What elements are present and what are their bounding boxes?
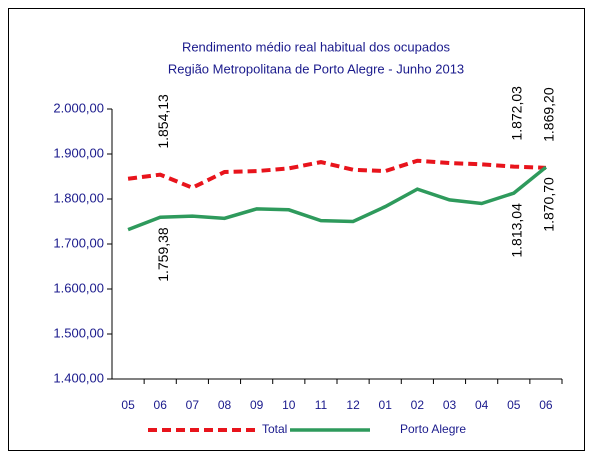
value-label: 1.870,70 (541, 177, 557, 232)
x-tick-label: 12 (346, 398, 360, 412)
y-tick-label: 1.700,00 (53, 235, 104, 250)
value-label: 1.869,20 (541, 87, 557, 142)
value-label: 1.759,38 (155, 227, 171, 282)
legend-label: Porto Alegre (400, 422, 466, 436)
value-label: 1.854,13 (155, 94, 171, 149)
value-label: 1.813,04 (508, 203, 524, 258)
x-tick-label: 01 (379, 398, 393, 412)
y-tick-label: 1.400,00 (53, 370, 104, 385)
y-tick-label: 1.900,00 (53, 145, 104, 160)
x-tick-label: 07 (186, 398, 200, 412)
legend-label: Total (262, 422, 287, 436)
x-tick-label: 09 (250, 398, 264, 412)
y-tick-label: 1.500,00 (53, 325, 104, 340)
x-tick-label: 05 (507, 398, 521, 412)
x-tick-label: 08 (218, 398, 232, 412)
series-line (127, 158, 547, 190)
chart-subtitle: Região Metropolitana de Porto Alegre - J… (168, 61, 464, 76)
y-tick-label: 2.000,00 (53, 100, 104, 115)
x-tick-label: 03 (443, 398, 457, 412)
y-tick-label: 1.800,00 (53, 190, 104, 205)
series-line (127, 165, 548, 232)
x-tick-label: 11 (315, 398, 328, 412)
x-tick-label: 04 (475, 398, 489, 412)
y-tick-label: 1.600,00 (53, 280, 104, 295)
x-tick-label: 02 (411, 398, 425, 412)
x-tick-label: 06 (539, 398, 553, 412)
x-tick-label: 10 (282, 398, 296, 412)
x-tick-label: 05 (121, 398, 135, 412)
value-label: 1.872,03 (508, 86, 524, 141)
chart-frame (8, 8, 585, 451)
chart-title: Rendimento médio real habitual dos ocupa… (182, 39, 451, 54)
x-tick-label: 06 (154, 398, 168, 412)
